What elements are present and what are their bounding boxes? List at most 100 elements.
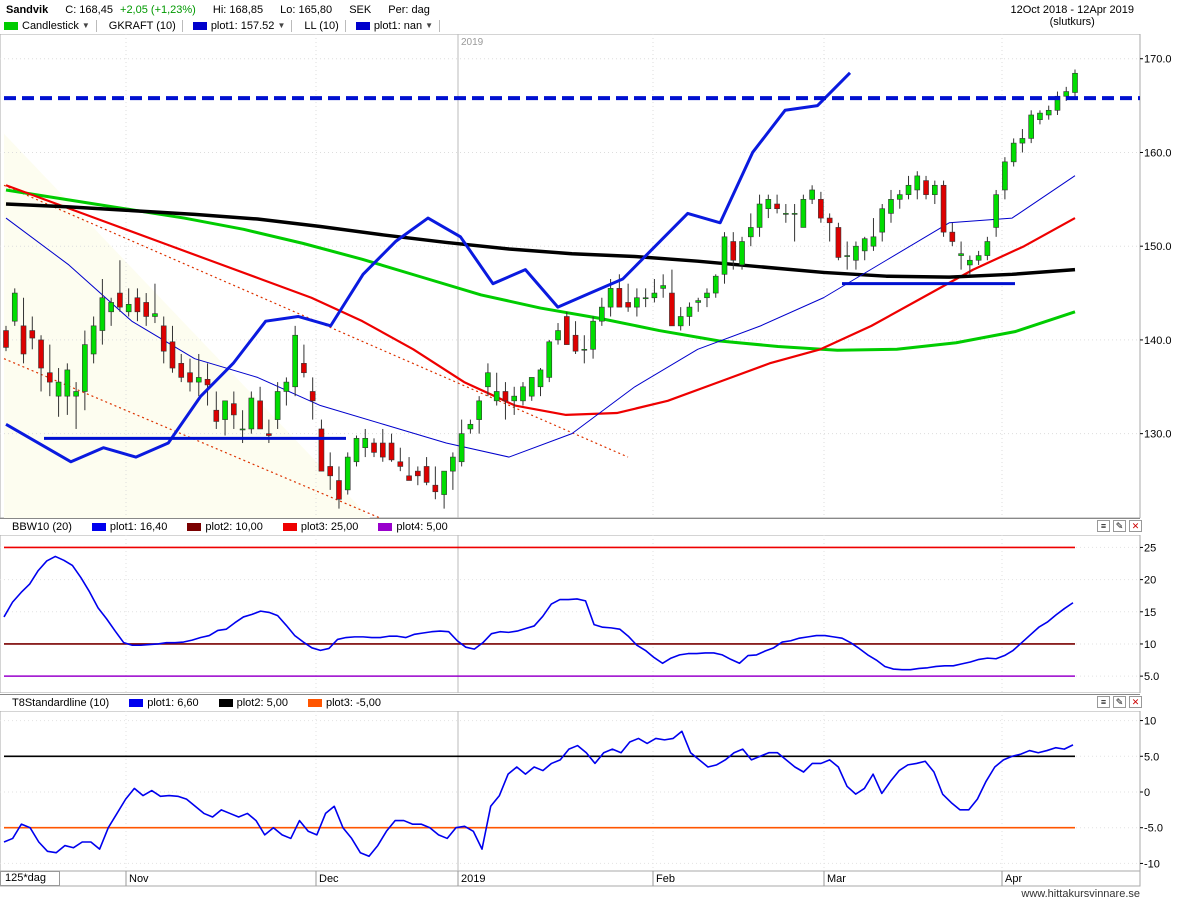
bbw-legend: BBW10 (20) plot1: 16,40 plot2: 10,00 plot3:… <box>6 521 464 533</box>
candle-up <box>695 300 702 303</box>
pane-close-icon[interactable]: ✕ <box>1129 520 1142 532</box>
time-axis: Nov Dec 2019 Feb Mar Apr <box>0 871 1141 887</box>
legend-item[interactable]: T8Standardline (10) <box>6 697 115 709</box>
y-tick-label: 130.0 <box>1144 429 1172 441</box>
date-range: 12Oct 2018 - 12Apr 2019 <box>1010 4 1134 16</box>
candle-down <box>616 288 623 308</box>
candle-up <box>1037 112 1043 120</box>
candle-up <box>800 199 807 228</box>
change-value: +2,05 (+1,23%) <box>120 4 196 16</box>
legend-item[interactable]: GKRAFT (10) <box>103 19 183 32</box>
candle-up <box>1072 72 1078 93</box>
x-tick-label: 2019 <box>461 873 485 885</box>
legend-item[interactable]: plot4: 5,00 <box>374 521 453 533</box>
candle-up <box>99 297 106 331</box>
price-chart[interactable]: 170.0 160.0 150.0 140.0 130.0 2019 <box>0 34 1186 518</box>
candle-down <box>257 400 263 430</box>
candle-up <box>458 433 465 463</box>
candle-up <box>239 428 246 431</box>
legend-label: BBW10 (20) <box>12 521 72 533</box>
price-type: (slutkurs) <box>1049 16 1095 28</box>
x-tick-label: Apr <box>1005 873 1022 885</box>
candle-up <box>546 341 553 378</box>
candle-down <box>625 302 631 308</box>
chevron-down-icon[interactable]: ▼ <box>81 21 90 30</box>
pane-properties-icon[interactable]: ≡ <box>1097 696 1110 708</box>
pane-close-icon[interactable]: ✕ <box>1129 696 1142 708</box>
candle-down <box>204 378 211 386</box>
candle-up <box>467 423 474 430</box>
t8-chart[interactable]: 10 5.0 0 -5.0 -10 <box>0 711 1186 871</box>
candle-up <box>739 241 745 266</box>
candle-up <box>1045 109 1052 116</box>
legend-item[interactable]: LL (10) <box>298 19 346 32</box>
candle-down <box>572 334 579 352</box>
candle-down <box>940 184 947 233</box>
candle-up <box>651 292 658 299</box>
legend-item[interactable]: Candlestick ▼ <box>0 19 97 32</box>
candle-up <box>152 313 158 317</box>
legend-item[interactable]: plot1: 157.52 ▼ <box>189 19 293 32</box>
candle-up <box>450 456 456 472</box>
y-tick-label: 5.0 <box>1144 671 1159 683</box>
candle-down <box>3 330 9 348</box>
candle-up <box>888 199 894 214</box>
legend-swatch <box>378 523 393 531</box>
axis-strip <box>0 871 1141 887</box>
candle-up <box>975 255 982 261</box>
legend-label: T8Standardline (10) <box>12 697 110 709</box>
legend-item[interactable]: plot2: 5,00 <box>215 697 294 709</box>
candle-down <box>423 466 430 483</box>
candle-down <box>818 199 824 219</box>
y-tick-label: 20 <box>1144 575 1156 587</box>
candle-up <box>642 297 649 300</box>
candle-up <box>520 386 526 402</box>
legend-item[interactable]: plot1: 16,40 <box>88 521 174 533</box>
pane-tools-icon[interactable]: ✎ <box>1113 520 1126 532</box>
pane-properties-icon[interactable]: ≡ <box>1097 520 1110 532</box>
candle-down <box>397 461 404 467</box>
legend-item[interactable]: plot3: -5,00 <box>304 697 387 709</box>
pane-tools-icon[interactable]: ✎ <box>1113 696 1126 708</box>
indicator-line <box>3 555 1074 671</box>
close-value: C: 168,45 <box>65 4 113 16</box>
candle-up <box>55 381 62 397</box>
legend-label: plot1: 6,60 <box>147 697 199 709</box>
candle-up <box>441 470 447 495</box>
candle-up <box>537 369 544 388</box>
legend-label: plot1: nan <box>373 19 423 32</box>
candle-up <box>783 213 789 215</box>
y-tick-label: 10 <box>1144 716 1156 728</box>
candle-up <box>686 306 693 317</box>
legend-swatch <box>187 523 202 531</box>
legend-label: plot4: 5,00 <box>396 521 448 533</box>
legend-label: plot1: 16,40 <box>109 521 168 533</box>
legend-swatch <box>91 523 106 531</box>
candle-up <box>555 330 561 341</box>
legend-item[interactable]: BBW10 (20) <box>6 521 78 533</box>
legend-item[interactable]: plot3: 25,00 <box>279 521 365 533</box>
y-tick-label: 25 <box>1144 542 1156 554</box>
x-tick-label: Feb <box>656 873 675 885</box>
candle-up <box>607 288 614 308</box>
t8-pane-buttons: ≡ ✎ ✕ <box>1097 696 1142 708</box>
chevron-down-icon[interactable]: ▼ <box>277 21 286 30</box>
watermark-text: www.hittakursvinnare.se <box>1021 888 1140 900</box>
y-tick-label: 15 <box>1144 607 1156 619</box>
resolution-label[interactable]: 125*dag <box>0 871 60 886</box>
candle-down <box>20 325 27 355</box>
candle-down <box>169 341 176 369</box>
candle-up <box>844 255 850 257</box>
candle-up <box>896 194 903 200</box>
candle-up <box>292 334 298 388</box>
candle-up <box>677 316 684 327</box>
candle-up <box>861 238 868 252</box>
legend-item[interactable]: plot2: 10,00 <box>183 521 269 533</box>
chevron-down-icon[interactable]: ▼ <box>425 21 434 30</box>
legend-item[interactable]: plot1: nan ▼ <box>352 19 441 32</box>
candle-up <box>581 348 588 351</box>
legend-item[interactable]: plot1: 6,60 <box>125 697 204 709</box>
bbw-chart[interactable]: 25 20 15 10 5.0 <box>0 535 1186 693</box>
candle-up <box>82 344 88 392</box>
candle-up <box>274 391 281 420</box>
